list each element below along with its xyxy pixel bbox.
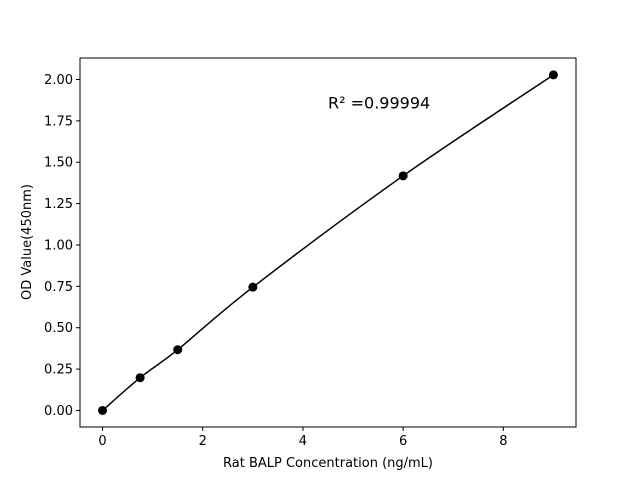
- data-point: [248, 282, 258, 292]
- y-tick-label: 1.50: [44, 156, 73, 171]
- y-tick-label: 1.25: [44, 197, 73, 212]
- y-tick-label: 0.75: [44, 280, 73, 295]
- x-tick-label: 4: [299, 434, 307, 449]
- data-point: [135, 373, 145, 383]
- y-tick-label: 0.25: [44, 363, 73, 378]
- data-point: [98, 405, 108, 415]
- y-tick-label: 2.00: [44, 73, 73, 88]
- x-axis-label: Rat BALP Concentration (ng/mL): [223, 456, 433, 471]
- data-point: [548, 70, 558, 80]
- data-point: [173, 345, 183, 355]
- y-tick-label: 1.75: [44, 114, 73, 129]
- x-tick-label: 2: [199, 434, 207, 449]
- x-tick-label: 6: [399, 434, 407, 449]
- y-tick-label: 0.50: [44, 321, 73, 336]
- y-tick-label: 1.00: [44, 238, 73, 253]
- r-squared-annotation: R² =0.99994: [328, 94, 430, 113]
- y-axis-label: OD Value(450nm): [20, 184, 35, 300]
- y-tick-label: 0.00: [44, 404, 73, 419]
- x-tick-label: 0: [98, 434, 106, 449]
- x-tick-label: 8: [499, 434, 507, 449]
- plot-frame: [79, 57, 577, 428]
- plot-area: 0 2 4 6 8 0.00 0.25 0.50 0.75 1.00 1.25 1.50 1.75 2.0…: [44, 57, 577, 449]
- data-point: [398, 171, 408, 181]
- series-line: [102, 74, 554, 412]
